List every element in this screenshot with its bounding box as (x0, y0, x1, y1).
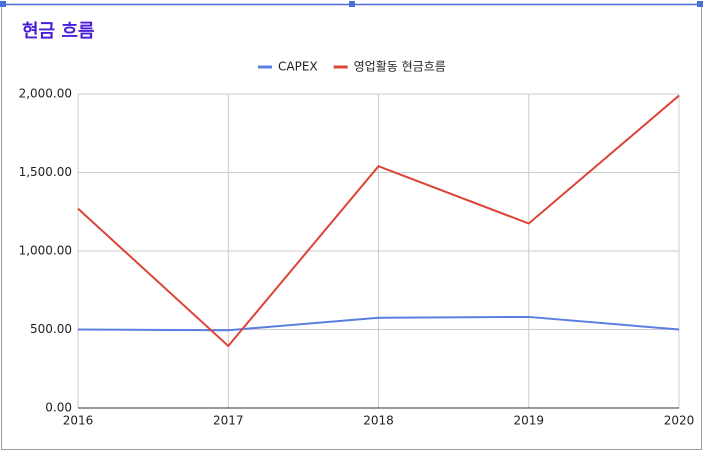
x-tick-label: 2017 (213, 414, 244, 428)
y-tick-label: 0.00 (45, 401, 72, 415)
series-line (77, 315, 680, 332)
handle (0, 1, 6, 7)
y-tick-label: 1,500.00 (19, 165, 72, 179)
y-tick-label: 1,000.00 (19, 244, 72, 258)
handle (349, 1, 355, 7)
x-tick-label: 2018 (363, 414, 394, 428)
frame (1, 4, 702, 450)
handle (697, 1, 703, 7)
legend-label: CAPEX (278, 60, 318, 74)
x-tick-label: 2020 (664, 414, 695, 428)
y-tick-label: 500.00 (30, 322, 72, 336)
chart-title: 현금 흐름 (22, 21, 95, 42)
y-tick-label: 2,000.00 (19, 87, 72, 101)
x-tick-label: 2019 (513, 414, 544, 428)
legend-label: 영업활동 현금흐름 (354, 60, 446, 74)
series-line (77, 94, 680, 348)
x-tick-label: 2016 (63, 414, 94, 428)
